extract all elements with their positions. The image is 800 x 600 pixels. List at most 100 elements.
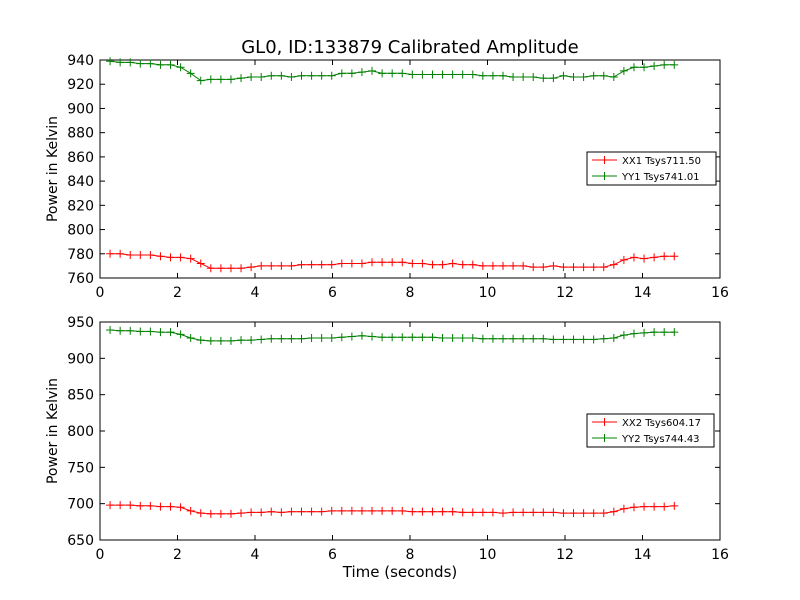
data-point bbox=[609, 333, 618, 342]
data-point bbox=[156, 60, 165, 69]
data-point bbox=[176, 330, 185, 339]
data-point bbox=[408, 70, 417, 79]
data-point bbox=[166, 328, 175, 337]
data-point bbox=[116, 501, 125, 510]
data-point bbox=[176, 503, 185, 512]
data-point bbox=[509, 261, 518, 270]
data-point bbox=[650, 502, 659, 511]
data-point bbox=[438, 260, 447, 269]
data-point bbox=[327, 506, 336, 515]
data-point bbox=[660, 328, 669, 337]
data-point bbox=[539, 74, 548, 83]
data-point bbox=[428, 333, 437, 342]
data-point bbox=[448, 259, 457, 268]
data-point bbox=[629, 63, 638, 72]
data-point bbox=[670, 328, 679, 337]
data-point bbox=[619, 504, 628, 513]
data-point bbox=[478, 334, 487, 343]
data-point bbox=[357, 68, 366, 77]
data-point bbox=[267, 71, 276, 80]
data-point bbox=[549, 508, 558, 517]
data-point bbox=[539, 263, 548, 272]
data-point bbox=[589, 509, 598, 518]
series-2 bbox=[106, 325, 679, 345]
x-tick-label: 10 bbox=[479, 547, 497, 563]
data-point bbox=[438, 70, 447, 79]
data-point bbox=[650, 62, 659, 71]
data-point bbox=[509, 508, 518, 517]
data-point bbox=[629, 503, 638, 512]
data-point bbox=[297, 334, 306, 343]
legend-label: XX2 Tsys604.17 bbox=[622, 418, 701, 429]
data-point bbox=[206, 75, 215, 84]
y-tick-label: 800 bbox=[67, 223, 94, 239]
data-point bbox=[216, 336, 225, 345]
data-point bbox=[277, 71, 286, 80]
data-point bbox=[408, 507, 417, 516]
data-point bbox=[116, 326, 125, 335]
y-tick-label: 950 bbox=[67, 315, 94, 331]
data-point bbox=[418, 333, 427, 342]
data-point bbox=[307, 507, 316, 516]
data-point bbox=[609, 72, 618, 81]
y-axis-label: Power in Kelvin bbox=[45, 116, 61, 222]
data-point bbox=[368, 258, 377, 267]
data-point bbox=[438, 333, 447, 342]
y-tick-label: 700 bbox=[67, 497, 94, 513]
data-point bbox=[106, 325, 115, 334]
data-point bbox=[559, 335, 568, 344]
data-point bbox=[448, 70, 457, 79]
data-point bbox=[519, 508, 528, 517]
data-point bbox=[337, 259, 346, 268]
data-point bbox=[317, 333, 326, 342]
data-point bbox=[589, 335, 598, 344]
data-point bbox=[468, 508, 477, 517]
x-tick-label: 4 bbox=[251, 285, 260, 301]
data-point bbox=[670, 60, 679, 69]
data-point bbox=[186, 333, 195, 342]
x-tick-label: 8 bbox=[406, 285, 415, 301]
data-point bbox=[146, 501, 155, 510]
data-point bbox=[176, 253, 185, 262]
x-tick-label: 12 bbox=[556, 547, 574, 563]
data-point bbox=[589, 263, 598, 272]
data-point bbox=[106, 249, 115, 258]
data-point bbox=[307, 333, 316, 342]
data-point bbox=[599, 334, 608, 343]
data-point bbox=[438, 507, 447, 516]
data-point bbox=[388, 69, 397, 78]
data-point bbox=[257, 508, 266, 517]
data-point bbox=[327, 260, 336, 269]
data-point bbox=[136, 59, 145, 68]
data-point bbox=[247, 72, 256, 81]
y-tick-label: 900 bbox=[67, 351, 94, 367]
data-point bbox=[136, 501, 145, 510]
data-point bbox=[509, 334, 518, 343]
x-tick-label: 2 bbox=[173, 547, 182, 563]
data-point bbox=[267, 261, 276, 270]
data-point bbox=[226, 75, 235, 84]
data-point bbox=[499, 334, 507, 343]
legend-swatch-marker bbox=[600, 418, 609, 426]
data-point bbox=[166, 60, 175, 69]
data-point bbox=[146, 327, 155, 336]
legend-label: XX1 Tsys711.50 bbox=[622, 156, 701, 167]
data-point bbox=[206, 336, 215, 345]
data-point bbox=[579, 263, 588, 272]
data-point bbox=[297, 71, 306, 80]
data-point bbox=[640, 328, 649, 337]
data-point bbox=[166, 253, 175, 262]
data-point bbox=[509, 72, 518, 81]
data-point bbox=[609, 507, 618, 516]
data-point bbox=[378, 69, 387, 78]
y-tick-label: 860 bbox=[67, 150, 94, 166]
data-point bbox=[116, 58, 125, 67]
plot-2: 0 2 4 6 8 10 12 14 16 650 700 750 800 850 900 950 Power … bbox=[45, 315, 729, 581]
x-tick-label: 16 bbox=[711, 547, 729, 563]
data-point bbox=[629, 253, 638, 262]
data-point bbox=[468, 333, 477, 342]
data-point bbox=[156, 502, 165, 511]
data-point bbox=[499, 71, 507, 80]
data-point bbox=[579, 509, 588, 518]
